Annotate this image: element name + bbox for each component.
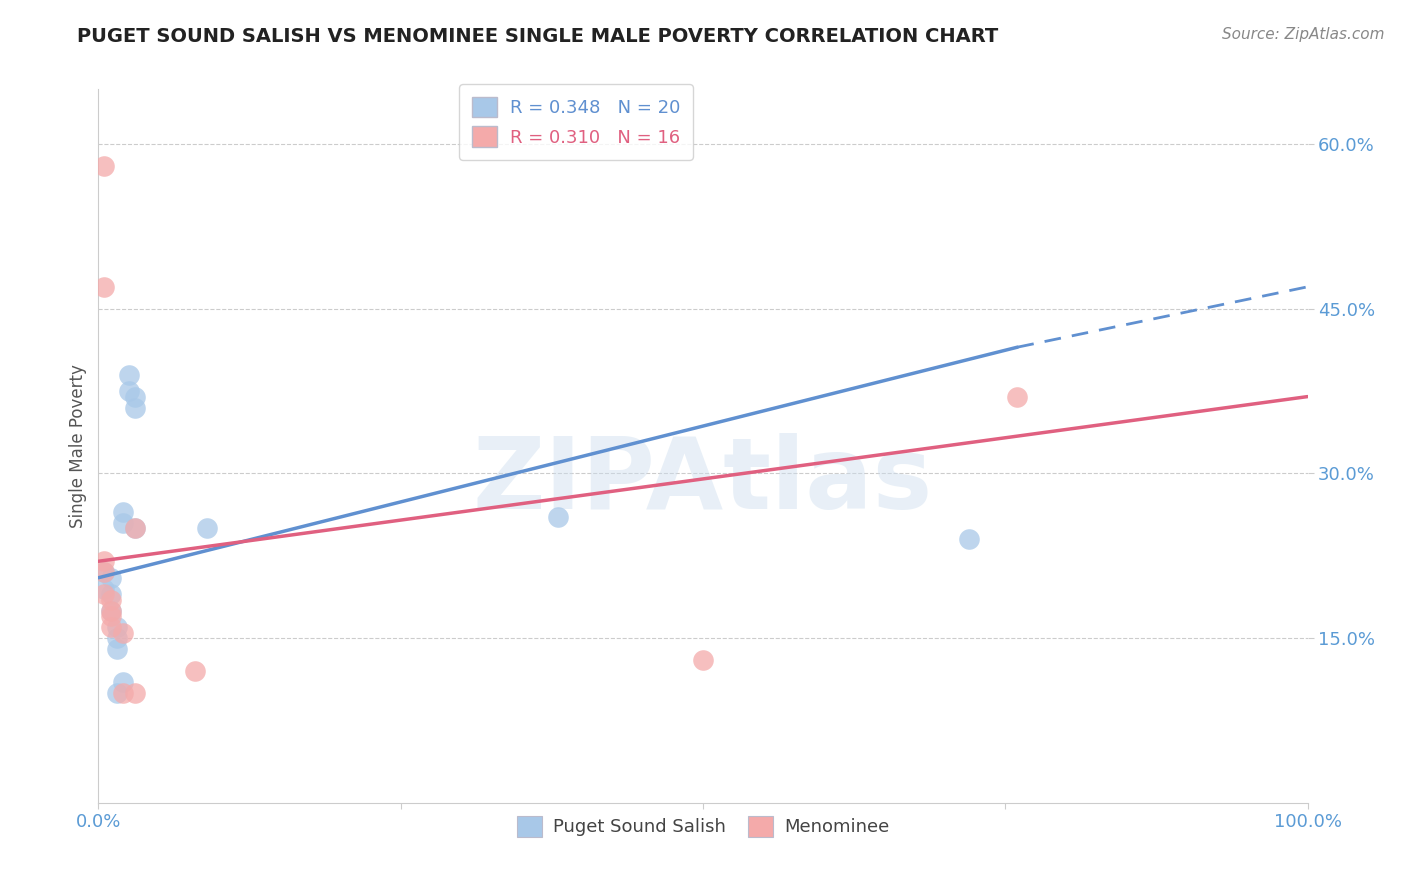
Point — [105, 642, 128, 657]
Point — [105, 620, 128, 634]
Point — [100, 604, 122, 618]
Point — [547, 510, 569, 524]
Point — [93, 280, 115, 294]
Point — [93, 554, 115, 568]
Text: PUGET SOUND SALISH VS MENOMINEE SINGLE MALE POVERTY CORRELATION CHART: PUGET SOUND SALISH VS MENOMINEE SINGLE M… — [77, 27, 998, 45]
Point — [100, 571, 122, 585]
Legend: Puget Sound Salish, Menominee: Puget Sound Salish, Menominee — [510, 808, 896, 844]
Point — [93, 566, 115, 580]
Point — [124, 521, 146, 535]
Point — [111, 675, 134, 690]
Point — [118, 368, 141, 382]
Point — [184, 664, 207, 678]
Point — [195, 521, 218, 535]
Point — [100, 592, 122, 607]
Point — [111, 505, 134, 519]
Point — [124, 401, 146, 415]
Point — [100, 620, 122, 634]
Point — [692, 653, 714, 667]
Point — [93, 566, 115, 580]
Text: Source: ZipAtlas.com: Source: ZipAtlas.com — [1222, 27, 1385, 42]
Point — [124, 686, 146, 700]
Point — [105, 631, 128, 645]
Point — [124, 390, 146, 404]
Point — [100, 587, 122, 601]
Point — [111, 686, 134, 700]
Point — [100, 604, 122, 618]
Point — [100, 609, 122, 624]
Point — [118, 384, 141, 398]
Point — [93, 159, 115, 173]
Text: ZIPAtlas: ZIPAtlas — [472, 434, 934, 530]
Point — [111, 625, 134, 640]
Point — [93, 582, 115, 596]
Point — [1007, 390, 1029, 404]
Point — [124, 521, 146, 535]
Y-axis label: Single Male Poverty: Single Male Poverty — [69, 364, 87, 528]
Point — [93, 587, 115, 601]
Point — [111, 516, 134, 530]
Point — [105, 686, 128, 700]
Point — [957, 533, 980, 547]
